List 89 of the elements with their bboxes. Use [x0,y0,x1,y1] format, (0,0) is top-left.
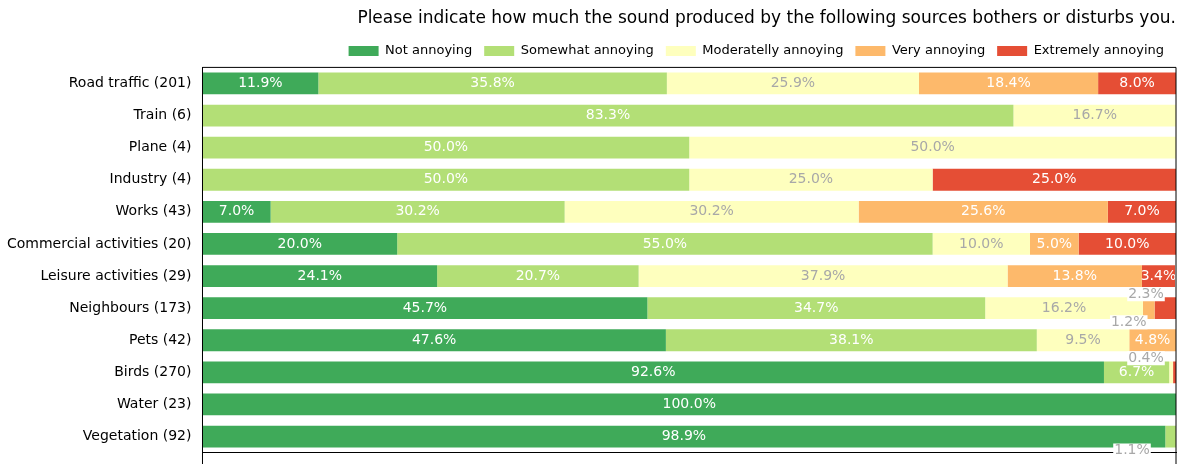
y-tick-label: Plane (4) [128,138,192,155]
bar [202,265,438,287]
y-tick-label: Birds (270) [114,362,192,379]
data-label: 100.0% [662,395,716,412]
y-tick-label: Train (6) [132,106,192,123]
bar [202,104,1014,127]
data-label: 98.9% [661,427,707,444]
bar [647,297,986,320]
chart-title: Please indicate how much the sound produced by the following sources bothers or disturbs you. [357,6,1176,27]
y-tick-label: Vegetation (92) [82,427,192,444]
y-tick-label: Commercial activities (20) [6,234,192,251]
data-label: 55.0% [642,234,688,251]
bar [1169,361,1174,384]
bar [202,329,666,352]
y-tick-label: Leisure activities (29) [40,266,192,283]
bar [932,168,1176,191]
bar [564,200,859,223]
bar [932,233,1030,255]
data-label: 10.0% [959,234,1004,251]
bar [689,136,1176,159]
bar [918,72,1099,95]
data-label: 25.9% [770,74,816,91]
data-label: 50.0% [423,170,469,187]
bar [202,297,648,320]
data-label: 34.7% [794,298,839,315]
data-label: 6.7% [1118,362,1155,379]
bar [202,393,1176,416]
data-label: 0.4% [1128,348,1164,365]
bar [318,72,667,95]
data-label: 50.0% [423,138,469,155]
bar [202,168,690,191]
data-label: 83.3% [585,106,631,123]
data-label: 10.0% [1105,234,1150,251]
data-label: 7.0% [218,202,255,219]
bar [1036,329,1130,352]
data-label: 7.0% [1124,202,1160,219]
y-tick-label: Water (23) [116,395,192,412]
data-label: 25.6% [961,202,1006,219]
data-label: 38.1% [829,330,874,347]
bar [638,265,1008,287]
data-label: 1.2% [1110,312,1147,329]
data-label: 9.5% [1065,330,1101,347]
bar [1007,265,1142,287]
y-tick-label: Works (43) [115,202,192,219]
bar [202,136,690,159]
data-label: 30.2% [689,202,734,219]
data-label: 35.8% [470,74,515,91]
data-label: 4.8% [1134,330,1171,347]
bar [202,361,1104,384]
data-label: 1.1% [1114,441,1150,458]
data-label: 20.0% [277,234,323,251]
legend-label: Extremely annoying [1033,42,1164,58]
y-tick-label: Road traffic (201) [68,74,192,91]
legend-label: Somewhat annoying [520,42,654,58]
data-label: 16.2% [1041,298,1087,315]
bar [689,168,933,191]
data-label: 37.9% [800,266,846,283]
bar [270,200,565,223]
y-tick-label: Pets (42) [128,330,192,347]
data-label: 18.4% [986,74,1031,91]
legend-label: Very annoying [891,42,986,58]
legend-label: Moderatelly annoying [702,42,844,58]
legend-label: Not annoying [385,42,473,58]
bar [858,200,1108,223]
data-label: 45.7% [402,298,448,315]
data-label: 2.3% [1128,284,1164,301]
data-label: 16.7% [1072,106,1117,123]
data-label: 30.2% [395,202,440,219]
data-label: 24.1% [297,266,343,283]
data-label: 5.0% [1036,234,1073,251]
bar [437,265,639,287]
data-label: 25.0% [788,170,834,187]
data-label: 13.8% [1052,266,1097,283]
bar [666,72,919,95]
bar [397,233,933,255]
data-label: 25.0% [1032,170,1077,187]
data-label: 50.0% [910,138,955,155]
data-label: 3.4% [1140,266,1177,283]
y-tick-label: Neighbours (173) [69,298,192,315]
bar [202,233,398,255]
data-label: 92.6% [630,362,676,379]
bar [1165,425,1176,448]
bar [1013,104,1176,127]
bar [665,329,1037,352]
data-label: 47.6% [411,330,457,347]
y-tick-label: Industry (4) [109,170,192,187]
data-label: 20.7% [515,266,561,283]
data-label: 8.0% [1119,74,1155,91]
data-label: 11.9% [238,74,283,91]
